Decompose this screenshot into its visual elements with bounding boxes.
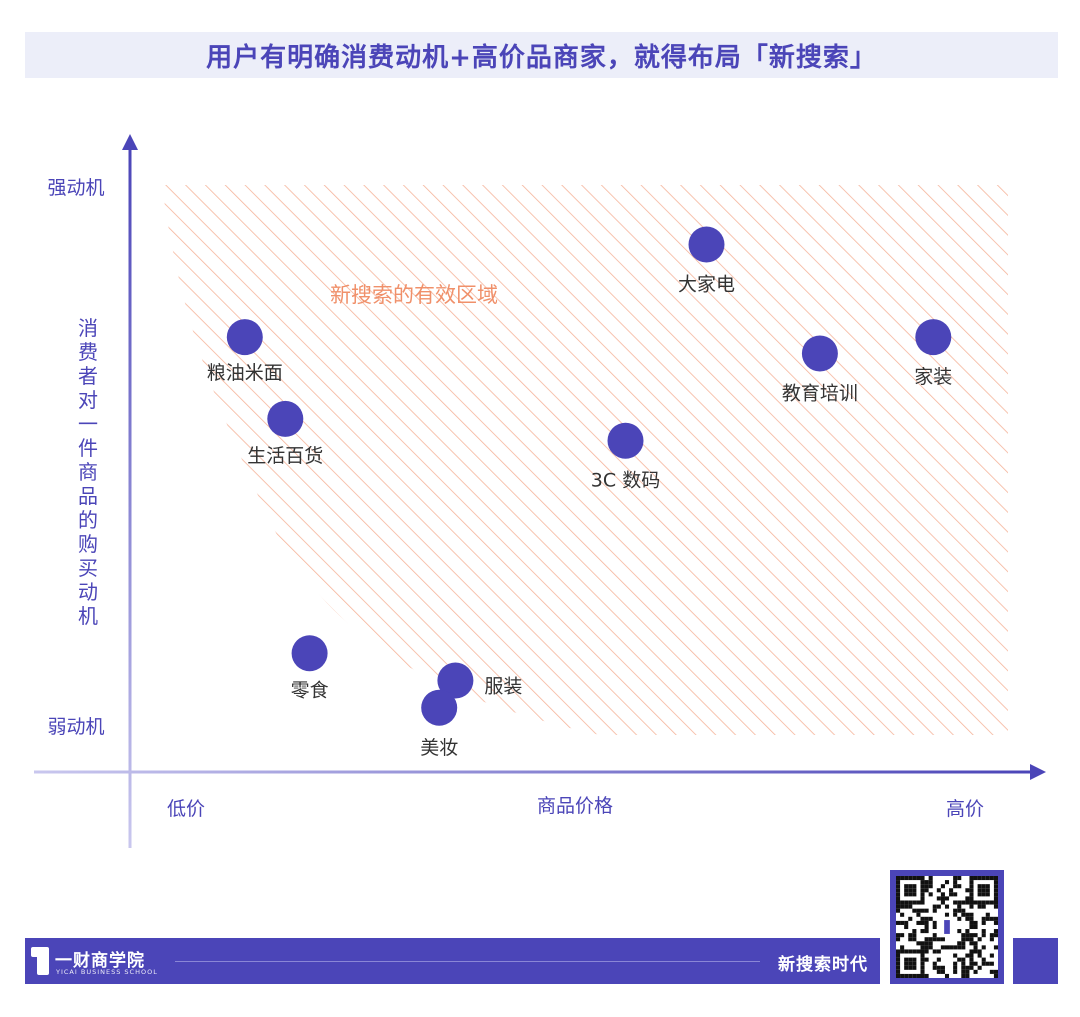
data-point	[688, 226, 725, 263]
data-point	[226, 319, 263, 356]
qr-code	[890, 870, 1004, 984]
x-tick-low: 低价	[167, 798, 205, 820]
y-axis-title-char: 对	[78, 388, 98, 412]
data-point	[607, 422, 644, 459]
x-axis-title: 商品价格	[537, 795, 613, 817]
x-axis-line	[34, 770, 1030, 774]
x-axis-arrow	[1030, 764, 1046, 780]
y-axis-title-char: 的	[78, 508, 98, 532]
data-point	[915, 319, 952, 356]
data-point-label: 零食	[291, 679, 329, 701]
y-axis-title-char: 买	[78, 556, 98, 580]
page-title: 用户有明确消费动机+高价品商家，就得布局「新搜索」	[206, 42, 877, 73]
brand-name: 一财商学院	[55, 951, 145, 971]
decor-block	[1013, 938, 1058, 984]
footer-bar: 一财商学院 YICAI BUSINESS SCHOOL 新搜索时代	[25, 938, 880, 984]
y-axis-title-char: 动	[78, 580, 98, 604]
brand-logo-icon	[31, 947, 49, 975]
footer-divider	[175, 961, 760, 962]
y-axis-title-char: 机	[78, 604, 98, 628]
x-tick-high: 高价	[946, 798, 984, 820]
y-axis-title-char: 购	[78, 532, 98, 556]
qr-code-icon	[896, 876, 998, 978]
effective-region	[162, 185, 1008, 735]
footer-tagline: 新搜索时代	[778, 955, 868, 975]
y-axis-title-char: 品	[78, 484, 98, 508]
y-axis-title-char: 商	[78, 460, 98, 484]
data-point	[267, 400, 304, 437]
y-axis-arrow	[122, 134, 138, 150]
y-axis-title-char: 一	[78, 412, 98, 436]
data-point-label: 服装	[484, 676, 522, 698]
region-label: 新搜索的有效区域	[330, 283, 498, 307]
y-axis-title-char: 消	[78, 316, 98, 340]
data-point	[801, 335, 838, 372]
y-tick-low: 弱动机	[47, 716, 104, 738]
y-axis-title-char: 者	[78, 364, 98, 388]
y-tick-high: 强动机	[47, 177, 104, 199]
brand-subtitle: YICAI BUSINESS SCHOOL	[56, 968, 158, 976]
data-point-label: 家装	[914, 366, 952, 388]
data-point	[437, 662, 474, 699]
data-point-label: 教育培训	[782, 383, 858, 405]
y-axis-title-char: 件	[78, 436, 98, 460]
data-point-label: 大家电	[678, 274, 735, 296]
data-point	[291, 635, 328, 672]
data-point	[421, 689, 458, 726]
data-point-label: 生活百货	[247, 445, 323, 467]
y-axis-title-char: 费	[78, 340, 98, 364]
data-point-label: 美妆	[420, 737, 458, 759]
title-banner: 用户有明确消费动机+高价品商家，就得布局「新搜索」	[25, 32, 1058, 78]
data-point-label: 粮油米面	[207, 362, 283, 384]
data-point-label: 3C 数码	[591, 470, 660, 492]
y-axis-line	[128, 148, 132, 848]
